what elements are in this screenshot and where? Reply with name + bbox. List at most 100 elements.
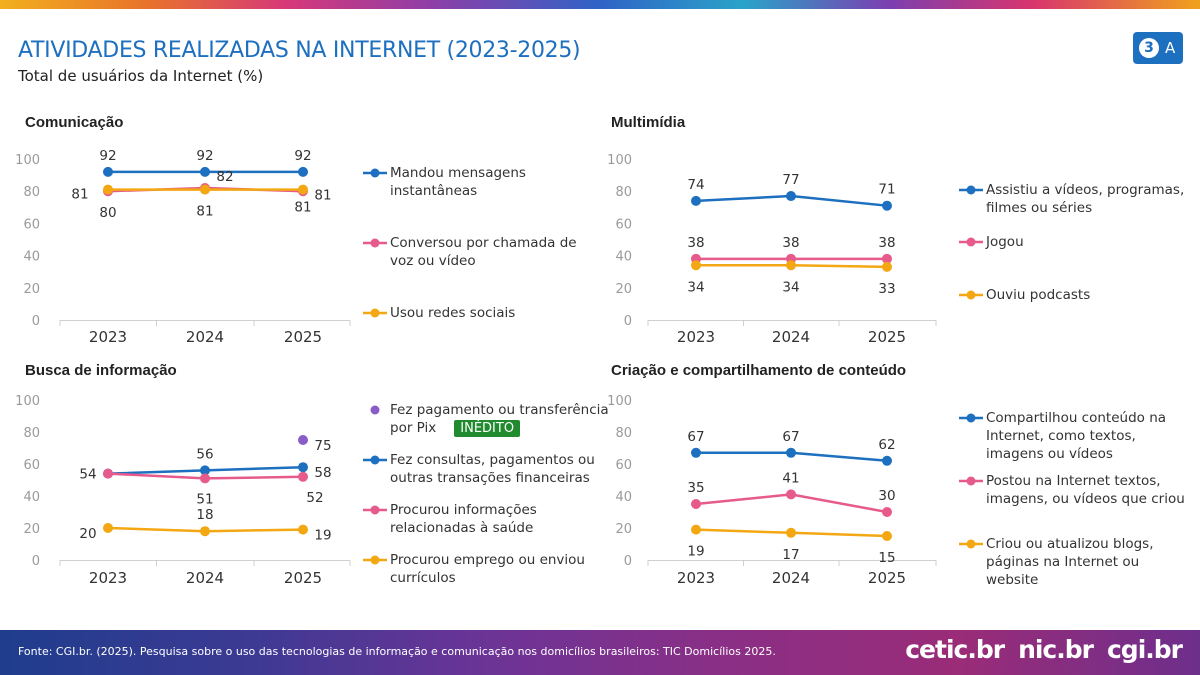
- data-label: 17: [782, 547, 799, 563]
- chart-panel-4: 0 20 40 60 80 100 2023 2024 2025 67 67 62 35 41 30 19 17…: [607, 394, 937, 587]
- data-point: [691, 524, 701, 535]
- data-point: [882, 455, 892, 466]
- legend-marker-dot: [370, 505, 380, 515]
- data-point: [882, 261, 892, 272]
- legend-marker-dot: [370, 405, 380, 415]
- data-label: 34: [687, 279, 704, 295]
- y-tick-label: 20: [615, 522, 632, 537]
- legend-marker: [959, 290, 983, 300]
- legend-marker: [959, 237, 983, 247]
- data-point: [691, 260, 701, 271]
- panel-title-comunicacao: Comunicação: [25, 114, 124, 131]
- legend-marker-dot: [966, 476, 976, 486]
- y-tick-label: 40: [23, 490, 40, 505]
- data-label: 77: [782, 172, 799, 188]
- data-label: 19: [314, 528, 331, 544]
- data-label: 67: [782, 429, 799, 445]
- data-point: [298, 184, 308, 195]
- x-tick-label: 2024: [772, 328, 810, 346]
- x-tick-label: 2025: [284, 569, 322, 587]
- data-point: [882, 531, 892, 541]
- legend-marker: [363, 505, 387, 515]
- x-tick-label: 2023: [89, 569, 127, 587]
- data-label: 20: [79, 526, 96, 542]
- y-tick-label: 20: [23, 282, 40, 297]
- panel-title-criacao: Criação e compartilhamento de conteúdo: [611, 362, 907, 379]
- legend-item: Postou na Internet textos, imagens, ou v…: [959, 472, 1186, 508]
- legend-item: Compartilhou conteúdo na Internet, como …: [959, 409, 1186, 463]
- x-tick-label: 2024: [186, 569, 224, 587]
- y-tick-label: 0: [624, 554, 632, 569]
- data-point: [786, 447, 796, 458]
- data-label: 81: [294, 200, 311, 216]
- x-tick-label: 2023: [89, 328, 127, 346]
- y-tick-label: 0: [32, 314, 40, 329]
- data-label: 54: [79, 467, 96, 483]
- data-label: 80: [99, 205, 116, 221]
- legend-label: Mandou mensagens instantâneas: [390, 165, 526, 199]
- data-point: [298, 166, 308, 177]
- legend-marker-dot: [370, 555, 380, 565]
- y-tick-label: 80: [23, 185, 40, 200]
- legend-item: Fez consultas, pagamentos ou outras tran…: [363, 451, 610, 487]
- data-point: [200, 166, 210, 177]
- data-point: [691, 195, 701, 206]
- y-tick-label: 0: [32, 554, 40, 569]
- data-point: [691, 499, 701, 509]
- y-tick-label: 60: [615, 217, 632, 232]
- data-point: [298, 524, 308, 535]
- y-tick-label: 100: [15, 394, 40, 409]
- legend-marker-dot: [966, 539, 976, 549]
- data-label: 38: [782, 235, 799, 251]
- legend-label: Fez consultas, pagamentos ou outras tran…: [390, 452, 595, 486]
- legend-item: Procurou emprego ou enviou currículos: [363, 551, 610, 587]
- data-label: 38: [878, 235, 895, 251]
- data-point: [103, 184, 113, 195]
- legend-item: Usou redes sociais: [363, 304, 580, 322]
- legend-marker: [959, 413, 983, 423]
- data-point: [298, 435, 308, 445]
- y-tick-label: 100: [607, 153, 632, 168]
- data-point: [200, 184, 210, 195]
- section-badge: 3 A: [1133, 32, 1183, 64]
- data-label: 33: [878, 281, 895, 297]
- y-tick-label: 0: [624, 314, 632, 329]
- data-label: 92: [196, 148, 213, 164]
- data-point: [103, 166, 113, 177]
- y-tick-label: 80: [615, 185, 632, 200]
- legend-item: Mandou mensagens instantâneas: [363, 164, 580, 200]
- legend-marker-dot: [370, 308, 380, 318]
- legend-marker: [959, 185, 983, 195]
- y-tick-label: 40: [615, 250, 632, 265]
- y-tick-label: 40: [23, 250, 40, 265]
- chart-panel-3: 0 20 40 60 80 100 2023 2024 2025 75 56 58 54 51 52 20 18…: [15, 394, 351, 587]
- data-label: 52: [306, 490, 323, 506]
- legend-marker: [363, 555, 387, 565]
- legend-marker-dot: [370, 238, 380, 248]
- legend-item: Ouviu podcasts: [959, 286, 1186, 304]
- data-label: 15: [878, 550, 895, 566]
- legend-marker-dot: [966, 237, 976, 247]
- legend-marker: [363, 308, 387, 318]
- data-label: 30: [878, 488, 895, 504]
- legend-marker: [363, 455, 387, 465]
- legend-marker: [363, 168, 387, 178]
- data-point: [882, 507, 892, 517]
- legend-marker-dot: [966, 185, 976, 195]
- x-tick-label: 2024: [186, 328, 224, 346]
- legend-marker: [370, 405, 380, 415]
- x-tick-label: 2025: [284, 328, 322, 346]
- data-label: 92: [99, 148, 116, 164]
- badge-letter: A: [1165, 39, 1176, 57]
- data-label: 81: [314, 188, 331, 204]
- y-tick-label: 100: [607, 394, 632, 409]
- x-tick-label: 2025: [868, 569, 906, 587]
- legend-label: Procurou emprego ou enviou currículos: [390, 552, 585, 586]
- data-label: 58: [314, 465, 331, 481]
- y-tick-label: 60: [615, 458, 632, 473]
- x-tick-label: 2024: [772, 569, 810, 587]
- panel-title-multimidia: Multimídia: [611, 114, 686, 131]
- legend-marker: [959, 476, 983, 486]
